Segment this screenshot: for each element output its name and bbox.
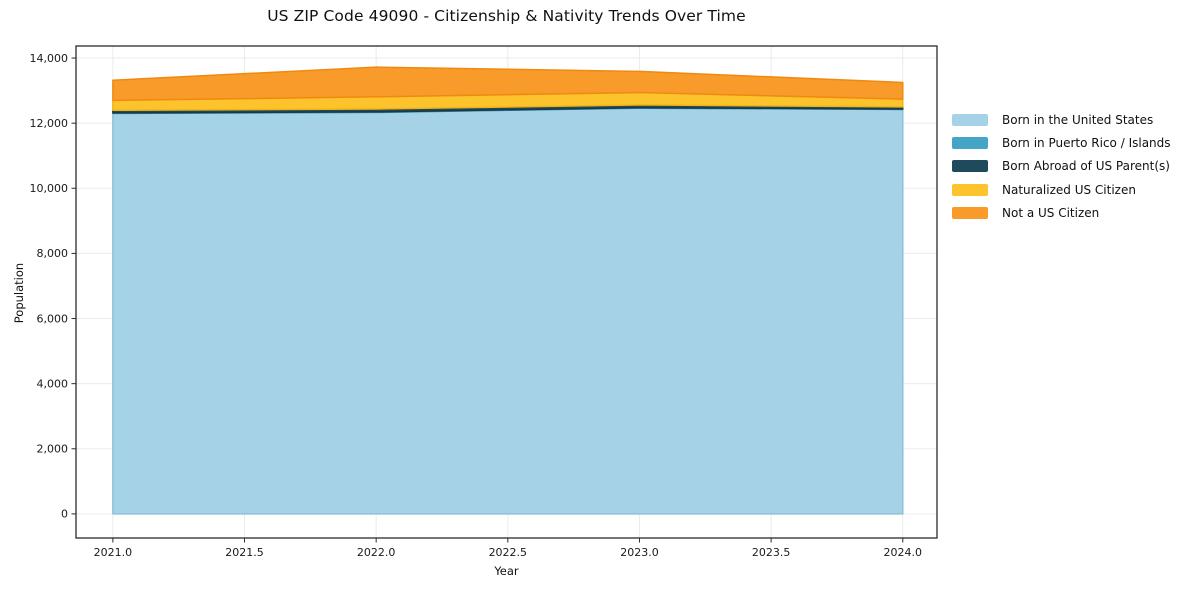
chart-title: US ZIP Code 49090 - Citizenship & Nativi… xyxy=(267,7,746,25)
tick-labels: 0 2,000 4,000 6,000 8,000 10,000 12,000 14,000 2… xyxy=(30,52,923,559)
legend-item-3: Naturalized US Citizen xyxy=(952,178,1171,201)
legend-label: Born in the United States xyxy=(1002,112,1154,127)
stacked-areas xyxy=(112,66,904,515)
legend-item-4: Not a US Citizen xyxy=(952,202,1171,225)
y-tick-label: 8,000 xyxy=(37,247,69,260)
legend-swatch-icon xyxy=(952,183,988,196)
y-tick-label: 12,000 xyxy=(30,117,69,130)
axes-box xyxy=(75,45,938,539)
legend: Born in the United States Born in Puerto … xyxy=(952,108,1171,225)
y-tick-label: 2,000 xyxy=(37,443,69,456)
legend-item-2: Born Abroad of US Parent(s) xyxy=(952,155,1171,178)
legend-label: Not a US Citizen xyxy=(1002,206,1100,221)
x-tick-label: 2023.5 xyxy=(752,546,791,559)
y-tick-label: 10,000 xyxy=(30,182,69,195)
legend-label: Born Abroad of US Parent(s) xyxy=(1002,159,1170,174)
legend-item-1: Born in Puerto Rico / Islands xyxy=(952,131,1171,154)
area-series-0 xyxy=(112,107,904,515)
y-tick-label: 14,000 xyxy=(30,52,69,65)
y-axis-label: Population xyxy=(12,262,26,324)
legend-swatch-icon xyxy=(952,160,988,173)
x-tick-label: 2024.0 xyxy=(884,546,923,559)
legend-swatch-icon xyxy=(952,207,988,220)
x-tick-label: 2021.0 xyxy=(94,546,133,559)
y-tick-label: 6,000 xyxy=(37,312,69,325)
legend-item-0: Born in the United States xyxy=(952,108,1171,131)
legend-swatch-icon xyxy=(952,137,988,150)
x-axis-label: Year xyxy=(494,564,519,578)
legend-swatch-icon xyxy=(952,113,988,126)
legend-label: Born in Puerto Rico / Islands xyxy=(1002,136,1171,151)
y-tick-label: 0 xyxy=(61,508,68,521)
x-tick-label: 2022.0 xyxy=(357,546,396,559)
x-tick-label: 2022.5 xyxy=(489,546,528,559)
area-series-4 xyxy=(112,66,904,102)
legend-label: Naturalized US Citizen xyxy=(1002,182,1136,197)
ticks xyxy=(71,57,904,543)
y-tick-label: 4,000 xyxy=(37,377,69,390)
x-tick-label: 2023.0 xyxy=(620,546,659,559)
x-tick-label: 2021.5 xyxy=(225,546,264,559)
